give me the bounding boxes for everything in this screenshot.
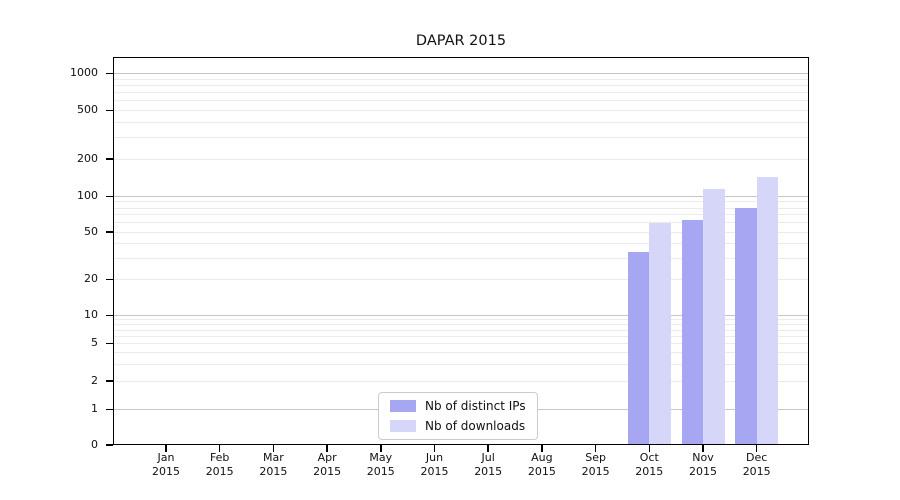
x-tick-label: Sep 2015 bbox=[581, 451, 610, 478]
y-tick-mark bbox=[106, 109, 113, 112]
x-tick-mark bbox=[648, 444, 651, 452]
x-tick-mark bbox=[594, 444, 597, 452]
legend-label-distinct-ips: Nb of distinct IPs bbox=[425, 399, 526, 413]
y-tick-label: 5 bbox=[91, 336, 98, 350]
y-tick-mark bbox=[106, 408, 113, 410]
y-tick-mark bbox=[106, 72, 113, 74]
bar-distinct-ips bbox=[681, 219, 703, 445]
major-gridline bbox=[114, 315, 808, 316]
minor-gridline bbox=[114, 258, 808, 260]
x-tick-mark bbox=[433, 444, 436, 452]
bar-downloads bbox=[756, 176, 779, 445]
bar-downloads bbox=[703, 189, 725, 445]
legend-swatch-downloads-icon bbox=[390, 420, 416, 432]
minor-gridline bbox=[114, 335, 808, 337]
minor-gridline bbox=[114, 243, 808, 245]
x-tick-label: Jul 2015 bbox=[474, 451, 503, 478]
x-tick-mark bbox=[380, 444, 382, 452]
y-tick-label: 50 bbox=[84, 224, 98, 238]
x-tick-mark bbox=[218, 444, 221, 452]
minor-gridline bbox=[114, 380, 808, 382]
legend: Nb of distinct IPs Nb of downloads bbox=[378, 392, 538, 440]
minor-gridline bbox=[114, 201, 808, 203]
bar-distinct-ips bbox=[735, 207, 757, 445]
minor-gridline bbox=[114, 121, 808, 123]
y-tick-mark bbox=[106, 195, 113, 197]
y-tick-label: 1000 bbox=[70, 66, 98, 79]
y-tick-label: 100 bbox=[77, 189, 98, 202]
x-tick-label: Feb 2015 bbox=[205, 451, 234, 478]
minor-gridline bbox=[114, 319, 808, 321]
x-tick-label: Apr 2015 bbox=[313, 451, 342, 478]
x-tick-mark bbox=[326, 444, 328, 452]
minor-gridline bbox=[114, 158, 808, 160]
minor-gridline bbox=[114, 329, 808, 331]
x-tick-label: Jun 2015 bbox=[420, 451, 449, 478]
minor-gridline bbox=[114, 78, 808, 80]
minor-gridline bbox=[114, 110, 808, 112]
x-tick-label: Aug 2015 bbox=[527, 451, 556, 478]
major-gridline bbox=[114, 73, 808, 74]
x-tick-mark bbox=[755, 444, 758, 452]
y-tick-mark bbox=[106, 278, 113, 281]
y-tick-mark bbox=[106, 380, 113, 382]
y-tick-label: 10 bbox=[84, 308, 98, 321]
y-tick-mark bbox=[106, 444, 113, 446]
y-tick-label: 200 bbox=[77, 151, 98, 165]
x-tick-mark bbox=[541, 444, 543, 452]
minor-gridline bbox=[114, 352, 808, 354]
legend-swatch-distinct-ips-icon bbox=[390, 400, 416, 412]
legend-item-downloads: Nb of downloads bbox=[390, 419, 526, 433]
legend-item-distinct-ips: Nb of distinct IPs bbox=[390, 399, 526, 413]
minor-gridline bbox=[114, 343, 808, 345]
x-tick-label: Oct 2015 bbox=[635, 451, 664, 478]
x-tick-label: May 2015 bbox=[366, 451, 395, 478]
x-tick-mark bbox=[487, 444, 489, 452]
y-tick-label: 2 bbox=[91, 373, 98, 387]
major-gridline bbox=[114, 196, 808, 197]
minor-gridline bbox=[114, 222, 808, 224]
minor-gridline bbox=[114, 364, 808, 366]
x-tick-label: Dec 2015 bbox=[742, 451, 771, 478]
y-tick-mark bbox=[106, 231, 113, 233]
x-tick-label: Mar 2015 bbox=[259, 451, 288, 478]
minor-gridline bbox=[114, 231, 808, 233]
minor-gridline bbox=[114, 92, 808, 94]
y-tick-mark bbox=[106, 158, 113, 160]
bar-distinct-ips bbox=[627, 251, 650, 445]
minor-gridline bbox=[114, 84, 808, 86]
y-tick-mark bbox=[106, 314, 113, 316]
y-tick-label: 1 bbox=[91, 402, 98, 415]
x-tick-label: Nov 2015 bbox=[689, 451, 717, 478]
y-tick-label: 20 bbox=[84, 272, 98, 286]
bar-downloads bbox=[649, 223, 671, 445]
minor-gridline bbox=[114, 279, 808, 281]
chart-title: DAPAR 2015 bbox=[415, 33, 507, 49]
x-tick-mark bbox=[272, 444, 275, 452]
y-tick-label: 500 bbox=[77, 103, 98, 117]
x-tick-mark bbox=[702, 444, 704, 452]
x-tick-label: Jan 2015 bbox=[152, 451, 180, 478]
minor-gridline bbox=[114, 324, 808, 326]
y-tick-mark bbox=[106, 342, 113, 345]
minor-gridline bbox=[114, 214, 808, 216]
legend-label-downloads: Nb of downloads bbox=[425, 419, 526, 433]
minor-gridline bbox=[114, 207, 808, 209]
y-tick-label: 0 bbox=[91, 437, 98, 451]
x-tick-mark bbox=[165, 444, 167, 452]
minor-gridline bbox=[114, 100, 808, 102]
minor-gridline bbox=[114, 137, 808, 139]
